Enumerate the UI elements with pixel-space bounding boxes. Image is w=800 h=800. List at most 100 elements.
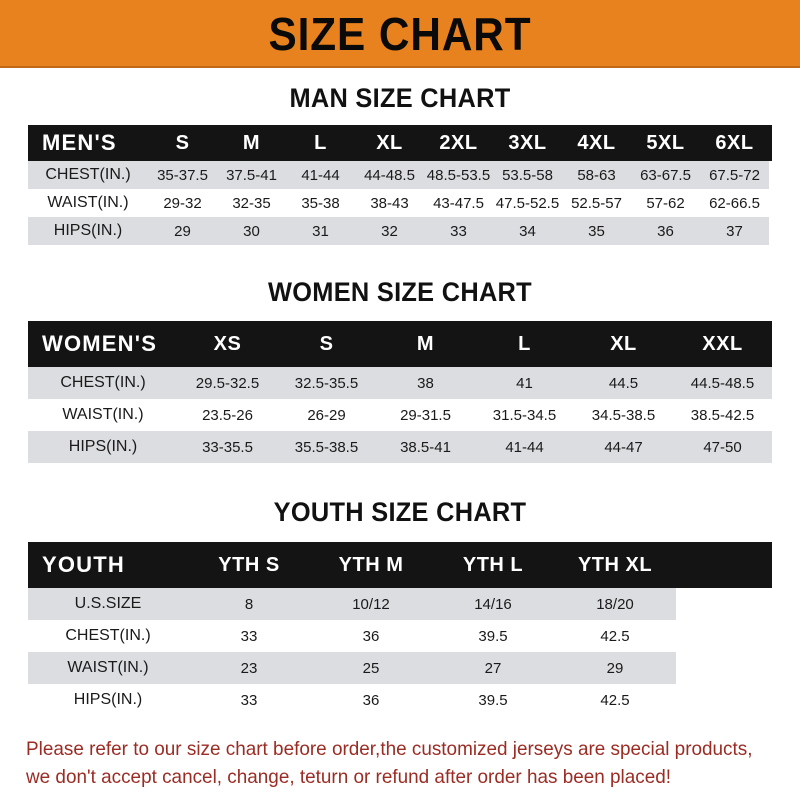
cell-youth-3-3: 42.5 bbox=[554, 684, 676, 716]
header-filler bbox=[769, 125, 772, 161]
cell-youth-3-2: 39.5 bbox=[432, 684, 554, 716]
table-row: HIPS(IN.) 33 36 39.5 42.5 bbox=[28, 684, 772, 716]
cell-man-0-4: 48.5-53.5 bbox=[424, 161, 493, 189]
cell-youth-2-2: 27 bbox=[432, 652, 554, 684]
size-header-man-0: S bbox=[175, 131, 190, 154]
footer-line-1: Please refer to our size chart before or… bbox=[26, 738, 753, 760]
size-header-man-4: 2XL bbox=[439, 131, 478, 154]
banner-title: SIZE CHART bbox=[268, 8, 532, 60]
cell-women-0-3: 41 bbox=[475, 367, 574, 399]
cell-man-0-5: 53.5-58 bbox=[493, 161, 562, 189]
row-filler bbox=[676, 588, 772, 620]
cell-women-0-4: 44.5 bbox=[574, 367, 673, 399]
cell-man-1-8: 62-66.5 bbox=[700, 189, 769, 217]
cell-man-1-6: 52.5-57 bbox=[562, 189, 631, 217]
row-label-women-2: HIPS(IN.) bbox=[28, 431, 178, 463]
row-label-youth-0: U.S.SIZE bbox=[28, 588, 188, 620]
table-row: CHEST(IN.) 29.5-32.5 32.5-35.5 38 41 44.5 44.5… bbox=[28, 367, 772, 399]
size-header-women-1: S bbox=[319, 332, 334, 355]
table-header-row: WOMEN'S XS S M L XL XXL bbox=[28, 321, 772, 367]
cell-man-0-8: 67.5-72 bbox=[700, 161, 769, 189]
table-row: WAIST(IN.) 29-32 32-35 35-38 38-43 43-47.5 47.… bbox=[28, 189, 772, 217]
size-header-man-1: M bbox=[242, 131, 261, 154]
size-header-youth-1: YTH M bbox=[338, 553, 404, 576]
cell-man-2-1: 30 bbox=[217, 217, 286, 245]
cell-women-2-4: 44-47 bbox=[574, 431, 673, 463]
size-chart-banner: SIZE CHART bbox=[0, 0, 800, 68]
cell-women-0-5: 44.5-48.5 bbox=[673, 367, 772, 399]
cell-man-1-2: 35-38 bbox=[286, 189, 355, 217]
size-header-women-2: M bbox=[416, 332, 435, 355]
size-header-man-6: 4XL bbox=[577, 131, 616, 154]
cell-women-1-1: 26-29 bbox=[277, 399, 376, 431]
size-header-man-8: 6XL bbox=[715, 131, 754, 154]
size-header-women-4: XL bbox=[610, 332, 637, 355]
cell-man-0-0: 35-37.5 bbox=[148, 161, 217, 189]
row-label-youth-1: CHEST(IN.) bbox=[28, 620, 188, 652]
size-header-youth-0: YTH S bbox=[218, 553, 280, 576]
table-header-label: YOUTH bbox=[42, 552, 125, 577]
cell-youth-3-0: 33 bbox=[188, 684, 310, 716]
section-title-youth: YOUTH SIZE CHART bbox=[273, 497, 527, 527]
header-filler bbox=[676, 542, 772, 588]
size-header-man-3: XL bbox=[376, 131, 403, 154]
row-label-man-2: HIPS(IN.) bbox=[28, 217, 148, 245]
size-chart-sections: MAN SIZE CHART MEN'S S M L XL 2XL 3XL 4XL 5XL 6XL C… bbox=[0, 68, 800, 730]
cell-youth-2-0: 23 bbox=[188, 652, 310, 684]
cell-man-1-1: 32-35 bbox=[217, 189, 286, 217]
table-row: HIPS(IN.) 33-35.5 35.5-38.5 38.5-41 41-44 44-… bbox=[28, 431, 772, 463]
cell-man-1-5: 47.5-52.5 bbox=[493, 189, 562, 217]
cell-youth-0-0: 8 bbox=[188, 588, 310, 620]
table-row: U.S.SIZE 8 10/12 14/16 18/20 bbox=[28, 588, 772, 620]
cell-man-1-3: 38-43 bbox=[355, 189, 424, 217]
cell-women-0-0: 29.5-32.5 bbox=[178, 367, 277, 399]
size-header-women-3: L bbox=[518, 332, 531, 355]
table-header-label: WOMEN'S bbox=[42, 331, 158, 356]
cell-man-0-3: 44-48.5 bbox=[355, 161, 424, 189]
footer-line-2: we don't accept cancel, change, teturn o… bbox=[26, 765, 672, 788]
cell-man-2-2: 31 bbox=[286, 217, 355, 245]
cell-man-1-7: 57-62 bbox=[631, 189, 700, 217]
table-row: HIPS(IN.) 29 30 31 32 33 34 35 36 37 bbox=[28, 217, 772, 245]
size-header-women-5: XXL bbox=[702, 332, 743, 355]
cell-man-2-8: 37 bbox=[700, 217, 769, 245]
table-row: WAIST(IN.) 23 25 27 29 bbox=[28, 652, 772, 684]
cell-man-0-2: 41-44 bbox=[286, 161, 355, 189]
row-filler bbox=[769, 217, 772, 245]
row-label-women-0: CHEST(IN.) bbox=[28, 367, 178, 399]
size-section-women: WOMEN SIZE CHART WOMEN'S XS S M L XL XXL CHEST(I… bbox=[0, 261, 800, 481]
cell-man-2-7: 36 bbox=[631, 217, 700, 245]
cell-man-2-3: 32 bbox=[355, 217, 424, 245]
table-header-row: MEN'S S M L XL 2XL 3XL 4XL 5XL 6XL bbox=[28, 125, 772, 161]
table-header-row: YOUTH YTH S YTH M YTH L YTH XL bbox=[28, 542, 772, 588]
cell-man-2-4: 33 bbox=[424, 217, 493, 245]
size-section-youth: YOUTH SIZE CHART YOUTH YTH S YTH M YTH L YTH … bbox=[0, 481, 800, 730]
size-header-man-2: L bbox=[314, 131, 327, 154]
row-label-women-1: WAIST(IN.) bbox=[28, 399, 178, 431]
table-row: CHEST(IN.) 33 36 39.5 42.5 bbox=[28, 620, 772, 652]
row-filler bbox=[676, 652, 772, 684]
row-label-youth-2: WAIST(IN.) bbox=[28, 652, 188, 684]
size-header-man-7: 5XL bbox=[646, 131, 685, 154]
cell-man-0-6: 58-63 bbox=[562, 161, 631, 189]
cell-man-1-0: 29-32 bbox=[148, 189, 217, 217]
cell-man-2-0: 29 bbox=[148, 217, 217, 245]
cell-youth-3-1: 36 bbox=[310, 684, 432, 716]
row-filler bbox=[769, 189, 772, 217]
cell-women-2-2: 38.5-41 bbox=[376, 431, 475, 463]
table-header-label: MEN'S bbox=[42, 130, 117, 155]
cell-youth-1-0: 33 bbox=[188, 620, 310, 652]
section-title-women: WOMEN SIZE CHART bbox=[268, 277, 532, 307]
table-row: CHEST(IN.) 35-37.5 37.5-41 41-44 44-48.5 48.5… bbox=[28, 161, 772, 189]
cell-man-2-5: 34 bbox=[493, 217, 562, 245]
cell-women-1-3: 31.5-34.5 bbox=[475, 399, 574, 431]
size-header-youth-2: YTH L bbox=[462, 553, 524, 576]
cell-youth-0-2: 14/16 bbox=[432, 588, 554, 620]
cell-youth-2-1: 25 bbox=[310, 652, 432, 684]
cell-youth-2-3: 29 bbox=[554, 652, 676, 684]
size-section-man: MAN SIZE CHART MEN'S S M L XL 2XL 3XL 4XL 5XL 6XL C… bbox=[0, 68, 800, 261]
cell-youth-1-3: 42.5 bbox=[554, 620, 676, 652]
row-filler bbox=[769, 161, 772, 189]
cell-women-0-1: 32.5-35.5 bbox=[277, 367, 376, 399]
row-label-youth-3: HIPS(IN.) bbox=[28, 684, 188, 716]
